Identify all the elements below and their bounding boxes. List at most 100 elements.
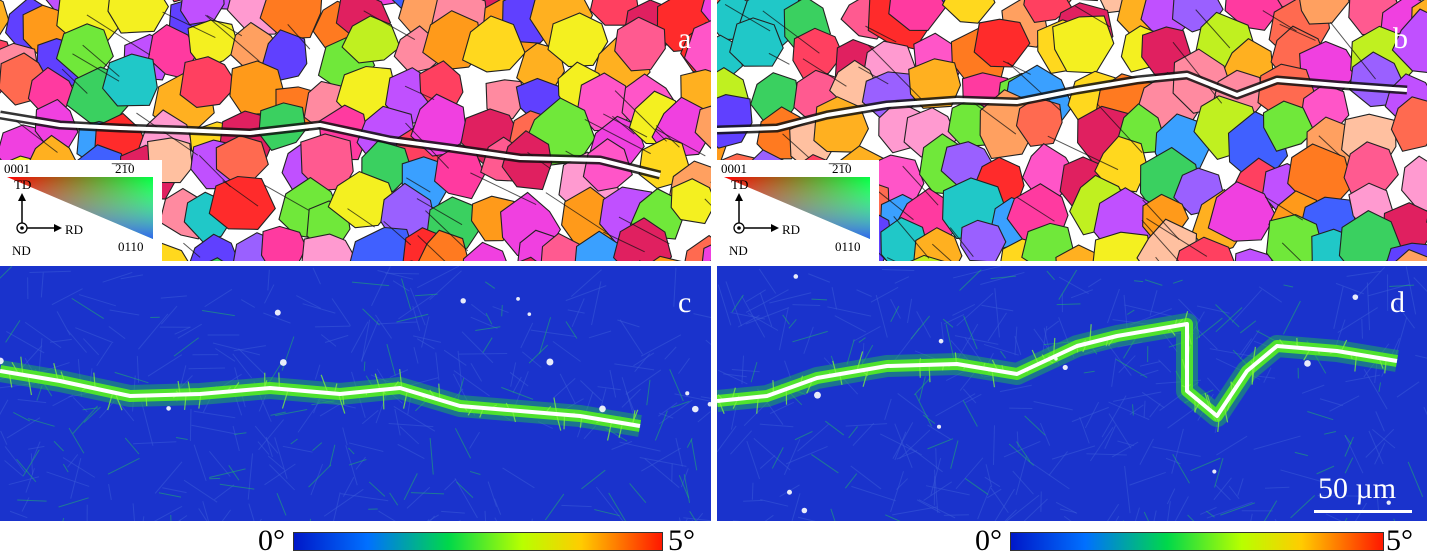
grain xyxy=(180,0,225,26)
grain-boundary xyxy=(916,499,941,514)
grain-boundary xyxy=(512,376,522,394)
grain-boundary xyxy=(25,468,35,493)
grain-boundary xyxy=(1004,509,1017,521)
grain-boundary xyxy=(312,267,321,285)
grain-boundary xyxy=(376,321,418,325)
kam-map-c xyxy=(0,266,711,521)
grain-boundary xyxy=(1250,513,1253,521)
grain-boundary xyxy=(1200,506,1217,515)
grain-boundary xyxy=(705,339,711,346)
grain-boundary xyxy=(1366,282,1371,331)
grain-boundary xyxy=(1089,426,1114,462)
grain-boundary xyxy=(609,369,617,398)
grain-boundary xyxy=(1124,304,1172,317)
strain-line xyxy=(308,464,332,488)
grain xyxy=(717,94,753,149)
twin-line xyxy=(618,216,670,245)
grain-boundary xyxy=(1256,375,1276,379)
grain-boundary xyxy=(6,330,45,354)
grain-boundary xyxy=(1280,469,1326,484)
grain-boundary xyxy=(697,411,711,423)
grain-boundary xyxy=(1405,266,1417,315)
strain-line xyxy=(565,321,578,339)
grain-boundary xyxy=(675,437,683,467)
grain-boundary xyxy=(634,353,651,372)
grain-boundary xyxy=(108,326,126,340)
grain-boundary xyxy=(759,454,776,469)
grain-boundary xyxy=(1253,435,1301,450)
speck xyxy=(793,274,799,279)
strain-line xyxy=(347,447,355,455)
strain-line xyxy=(219,483,255,490)
grain-boundary xyxy=(954,335,999,345)
grain-boundary xyxy=(896,450,918,460)
grain xyxy=(1262,100,1315,152)
grain-boundary xyxy=(639,457,687,467)
speck xyxy=(460,298,466,304)
kam-colorbar-right xyxy=(1010,532,1384,551)
strain-hair xyxy=(107,392,114,411)
strain-line xyxy=(1215,307,1243,333)
grain-boundary xyxy=(769,292,812,304)
grain-boundary xyxy=(1239,329,1260,360)
grain-boundary xyxy=(154,461,183,494)
strain-hair xyxy=(718,400,725,414)
panel-label-a: a xyxy=(678,22,692,55)
grain-boundary xyxy=(1104,425,1117,449)
strain-hair xyxy=(403,390,408,409)
strain-line xyxy=(386,343,396,376)
strain-hair xyxy=(337,393,346,414)
strain-hair xyxy=(1384,359,1387,374)
twin-line xyxy=(782,133,810,159)
strain-line xyxy=(469,470,481,476)
grain-boundary xyxy=(759,292,773,327)
strain-line xyxy=(1132,404,1134,416)
strain-hair xyxy=(1089,324,1092,343)
strain-line xyxy=(629,483,647,503)
grain-boundary xyxy=(1345,374,1381,383)
speck xyxy=(1352,294,1359,301)
grain-boundary xyxy=(725,281,742,327)
grain-boundary xyxy=(361,319,371,363)
strain-line xyxy=(1378,382,1382,392)
strain-line xyxy=(414,293,438,297)
strain-hair xyxy=(1354,354,1358,372)
grain-boundary xyxy=(588,330,612,339)
grain-boundary xyxy=(1319,398,1344,407)
grain-boundary xyxy=(258,419,284,451)
grain-boundary xyxy=(611,440,633,450)
grain-boundary xyxy=(109,309,140,316)
grain-boundary xyxy=(678,358,690,374)
grain-boundary xyxy=(1113,391,1162,402)
grain xyxy=(327,170,397,229)
twin-line xyxy=(1329,21,1376,80)
grain-boundary xyxy=(406,486,431,509)
ipf-legend-a: 0001 ̅2̅1̅0 0110 TD RD ND xyxy=(0,160,162,261)
crack xyxy=(0,113,661,177)
grain-boundary xyxy=(1239,338,1253,356)
ipf-corner-0110: 0110 xyxy=(835,239,861,254)
grain xyxy=(461,15,526,73)
grain xyxy=(1299,0,1350,25)
grain-boundary xyxy=(1258,286,1282,303)
grain-boundary xyxy=(56,311,71,336)
strain-line xyxy=(1195,317,1223,340)
grain-boundary xyxy=(416,338,435,350)
grain-boundary xyxy=(778,308,789,351)
grain-boundary xyxy=(1043,327,1050,349)
grain-boundary xyxy=(985,464,993,487)
strain-hair xyxy=(8,372,13,388)
grain-boundary xyxy=(1123,294,1129,335)
twin-line xyxy=(406,177,431,193)
twin-line xyxy=(1318,135,1341,157)
strain-line xyxy=(811,454,839,474)
strain-line xyxy=(1008,443,1035,466)
strain-line xyxy=(228,465,240,481)
grain-boundary xyxy=(153,505,183,521)
grain xyxy=(1207,181,1277,242)
strain-hair xyxy=(1183,311,1189,325)
strain-line xyxy=(202,309,235,317)
grain-boundary xyxy=(758,268,777,294)
strain-line xyxy=(396,313,429,323)
strain-line xyxy=(363,361,366,372)
